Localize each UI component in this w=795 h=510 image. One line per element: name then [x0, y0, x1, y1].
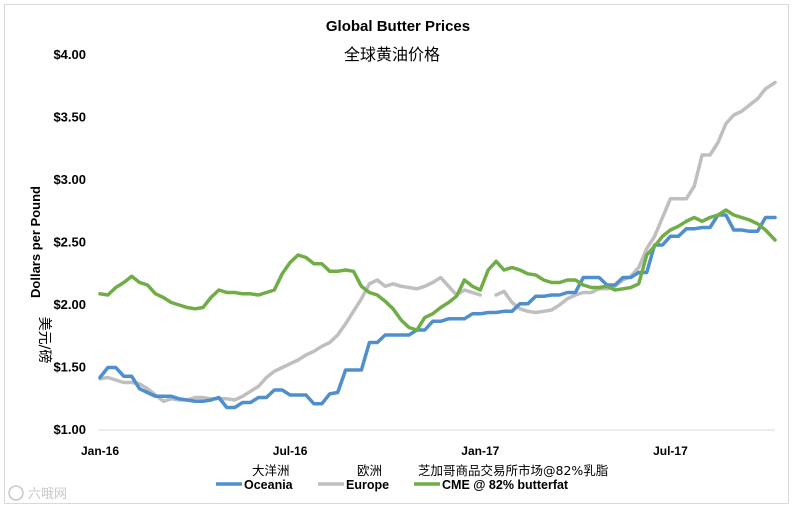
- chart-frame: [4, 4, 789, 504]
- y-axis: $1.00 $1.50 $2.00 $2.50 $3.00 $3.50 $4.00: [53, 47, 86, 437]
- legend-europe-label: Europe: [346, 478, 389, 492]
- oceania-series-line: [98, 213, 777, 410]
- x-tick-label: Jan-17: [461, 444, 499, 458]
- chart-title: Global Butter Prices: [326, 18, 470, 35]
- europe-series-line: [98, 80, 777, 404]
- legend-cme-label: CME @ 82% butterfat: [442, 478, 569, 492]
- x-tick-label: Jan-16: [81, 444, 119, 458]
- y-tick-label: $3.00: [53, 172, 86, 187]
- series-layer: [98, 80, 777, 410]
- watermark-logo-icon: [8, 485, 24, 501]
- y-tick-label: $4.00: [53, 47, 86, 62]
- legend-europe-cn: 欧洲: [357, 463, 382, 478]
- y-tick-label: $2.50: [53, 235, 86, 250]
- legend-cme-cn: 芝加哥商品交易所市场@82%乳脂: [418, 463, 608, 478]
- chart-subtitle-cn: 全球黄油价格: [344, 45, 440, 64]
- watermark-text: 六哦网: [28, 487, 67, 502]
- legend-oceania-cn: 大洋洲: [252, 463, 290, 478]
- y-tick-label: $3.50: [53, 110, 86, 125]
- legend: 大洋洲 欧洲 芝加哥商品交易所市场@82%乳脂 Oceania Europe C…: [216, 463, 608, 492]
- y-axis-label-cn: 美元/磅: [36, 317, 53, 364]
- y-tick-label: $1.50: [53, 360, 86, 375]
- y-tick-label: $2.00: [53, 297, 86, 312]
- watermark: 六哦网: [8, 485, 67, 502]
- y-axis-label: Dollars per Pound: [28, 186, 43, 298]
- x-tick-label: Jul-17: [653, 444, 688, 458]
- y-tick-label: $1.00: [53, 422, 86, 437]
- x-tick-label: Jul-16: [273, 444, 308, 458]
- cme-series-line: [98, 208, 777, 332]
- legend-oceania-label: Oceania: [244, 478, 294, 492]
- x-axis: Jan-16 Jul-16 Jan-17 Jul-17: [81, 444, 688, 458]
